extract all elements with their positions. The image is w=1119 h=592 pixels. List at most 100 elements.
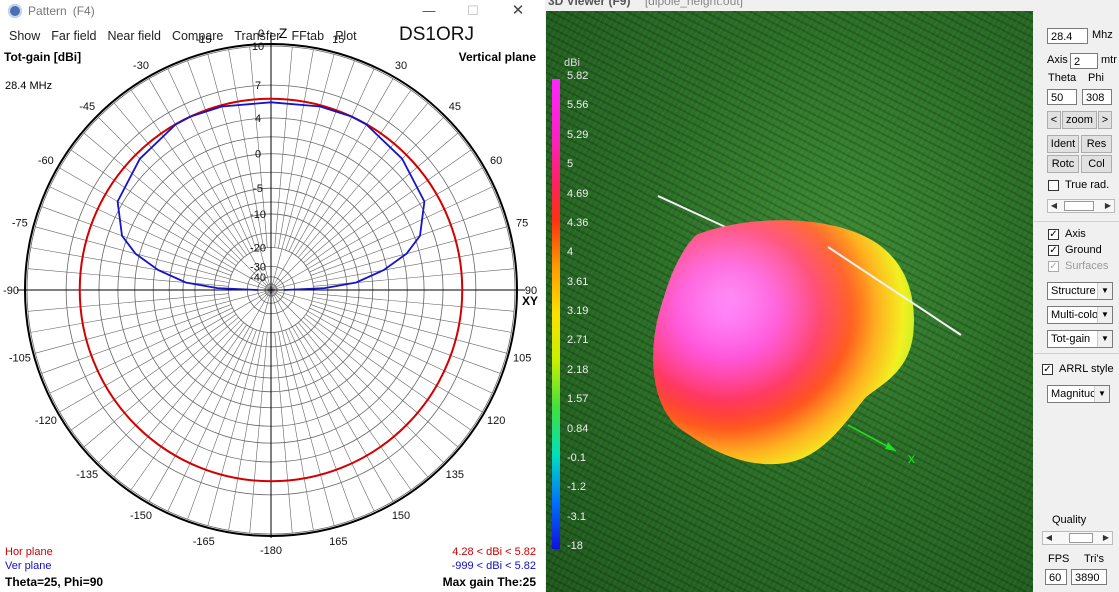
colorbar-tick-label: -3.1 (567, 510, 586, 523)
axis-checkbox[interactable]: ✓ (1048, 229, 1059, 240)
polar-spoke (59, 167, 272, 291)
angle-tick-label: 0 (258, 28, 264, 40)
gain-type-dropdown[interactable]: Tot-gain ▼ (1047, 330, 1113, 348)
max-gain-readout: Max gain The:25 (442, 575, 536, 589)
slider-left-icon[interactable]: ◀ (1050, 201, 1058, 210)
polar-spoke (113, 322, 244, 478)
colorbar-tick-label: 4.36 (567, 216, 589, 229)
res-button[interactable]: Res (1081, 135, 1112, 153)
slider-right-icon[interactable]: ▶ (1102, 533, 1110, 542)
magnitude-value: Magnituc (1051, 388, 1096, 400)
zoom-in-button[interactable]: > (1098, 111, 1112, 129)
polar-spoke (305, 149, 472, 266)
axis-size-input[interactable]: 2 (1070, 53, 1098, 69)
3d-scene[interactable]: x (546, 11, 1033, 592)
x-axis-arrow-icon (885, 442, 896, 451)
angle-tick-label: 75 (516, 218, 528, 230)
menu-show[interactable]: Show (9, 29, 41, 43)
3d-viewport[interactable]: x dBi 5.82 5.56 5.29 5 4.69 4.36 4 3.61 3.19 2.71… (546, 11, 1033, 592)
color-mode-dropdown[interactable]: Multi-colo ▼ (1047, 306, 1113, 324)
magnitude-dropdown[interactable]: Magnituc ▼ (1047, 385, 1110, 403)
pattern-shortcut: (F4) (72, 4, 95, 18)
true-rad-slider[interactable]: ◀ ▶ (1047, 199, 1115, 213)
x-axis-label: x (908, 450, 915, 466)
surfaces-checkbox[interactable]: ✓ (1048, 261, 1059, 272)
viewer-titlebar[interactable]: 3D Viewer (F9) [dipole_height.out] (545, 0, 1119, 10)
colorbar-tick-label: 2.18 (567, 363, 589, 376)
ver-plane-trace (116, 101, 426, 291)
close-icon[interactable]: ✕ (511, 2, 525, 19)
angle-tick-label: -135 (76, 469, 98, 481)
colorbar-tick-label: 3.19 (567, 305, 589, 317)
polar-spoke (41, 206, 232, 276)
polar-spoke (303, 132, 459, 263)
col-button[interactable]: Col (1081, 155, 1112, 173)
angle-tick-label: -75 (12, 218, 28, 230)
menu-fftab[interactable]: FFtab (291, 29, 325, 43)
menu-transfer[interactable]: Transfer (234, 29, 281, 43)
true-rad-checkbox[interactable] (1048, 180, 1059, 191)
polar-spoke (70, 149, 237, 266)
theta-label: Theta (1048, 72, 1077, 84)
polar-spoke (49, 186, 233, 273)
polar-spoke (148, 289, 272, 502)
structure-dropdown[interactable]: Structure ▼ (1047, 282, 1113, 300)
polar-spoke (187, 329, 257, 520)
fps-value: 60 (1045, 569, 1067, 585)
quality-slider[interactable]: ◀ ▶ (1042, 531, 1113, 545)
axis-z-label: Z (279, 25, 288, 41)
ground-checkbox[interactable]: ✓ (1048, 245, 1059, 256)
polar-spoke (312, 297, 512, 333)
menu-near-field[interactable]: Near field (107, 29, 161, 43)
ident-button[interactable]: Ident (1047, 135, 1079, 153)
polar-spoke (288, 328, 375, 512)
polar-spoke (310, 206, 501, 276)
minimize-icon[interactable]: — (422, 3, 436, 18)
axis-xy-label: XY (522, 294, 538, 308)
maximize-icon[interactable]: ☐ (467, 3, 479, 18)
colorbar-tick-label: -1.2 (567, 481, 586, 494)
slider-thumb[interactable] (1069, 533, 1093, 543)
slider-right-icon[interactable]: ▶ (1104, 201, 1112, 210)
polar-spoke (30, 297, 230, 333)
chevron-down-icon: ▼ (1097, 283, 1112, 299)
radial-tick-label: -30 (250, 261, 266, 273)
menu-bar: Show Far field Near field Compare Transf… (0, 26, 359, 46)
menu-plot[interactable]: Plot (335, 29, 357, 43)
theta-input[interactable]: 50 (1047, 89, 1077, 105)
phi-input[interactable]: 308 (1082, 89, 1112, 105)
menu-far-field[interactable]: Far field (51, 29, 97, 43)
colorbar-tick-label: 3.61 (567, 275, 589, 288)
polar-spoke (295, 89, 412, 256)
frequency-input[interactable]: 28.4 (1047, 28, 1088, 44)
radial-tick-label: -20 (250, 243, 266, 255)
slider-left-icon[interactable]: ◀ (1045, 533, 1053, 542)
polar-spoke (295, 324, 412, 491)
pattern-titlebar[interactable]: Pattern (F4) — ☐ ✕ (0, 0, 545, 22)
radial-tick-label: 7 (255, 80, 261, 92)
polar-spoke (270, 54, 335, 291)
polar-spoke (309, 186, 493, 273)
surfaces-label: Surfaces (1065, 260, 1109, 272)
zoom-button[interactable]: zoom (1062, 111, 1097, 129)
rotc-button[interactable]: Rotc (1047, 155, 1079, 173)
angle-tick-label: 15 (332, 34, 344, 46)
angle-tick-label: 90 (525, 285, 537, 297)
theta-phi-readout: Theta=25, Phi=90 (5, 575, 104, 589)
zoom-out-button[interactable]: < (1047, 111, 1061, 129)
angle-tick-label: 120 (487, 415, 505, 427)
radiation-pattern-3d[interactable] (653, 220, 914, 465)
arrl-style-checkbox[interactable]: ✓ (1042, 364, 1053, 375)
polar-spoke (298, 322, 429, 478)
polar-plot[interactable]: 153045607590105120135150165-180-165-150-… (0, 0, 545, 592)
polar-spoke (207, 289, 272, 526)
colorbar-tick-label: 2.71 (567, 334, 589, 347)
colorbar-tick-label: -0.1 (567, 451, 586, 464)
polar-spoke (278, 331, 314, 531)
slider-thumb[interactable] (1064, 201, 1094, 211)
polar-spoke (249, 46, 268, 248)
separator (1034, 221, 1119, 222)
polar-spoke (83, 132, 239, 263)
polar-spoke (113, 102, 244, 258)
menu-compare[interactable]: Compare (171, 29, 224, 43)
